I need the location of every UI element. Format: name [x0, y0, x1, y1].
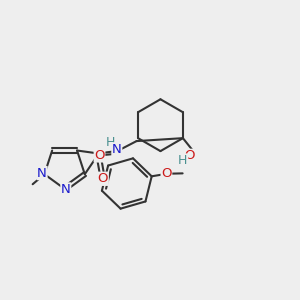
Text: N: N — [37, 167, 47, 179]
Text: N: N — [61, 183, 71, 196]
Text: O: O — [94, 149, 105, 162]
Text: H: H — [178, 154, 188, 167]
Text: N: N — [112, 143, 122, 156]
Text: O: O — [98, 172, 108, 185]
Text: O: O — [161, 167, 172, 181]
Text: H: H — [106, 136, 116, 149]
Text: O: O — [184, 149, 195, 162]
